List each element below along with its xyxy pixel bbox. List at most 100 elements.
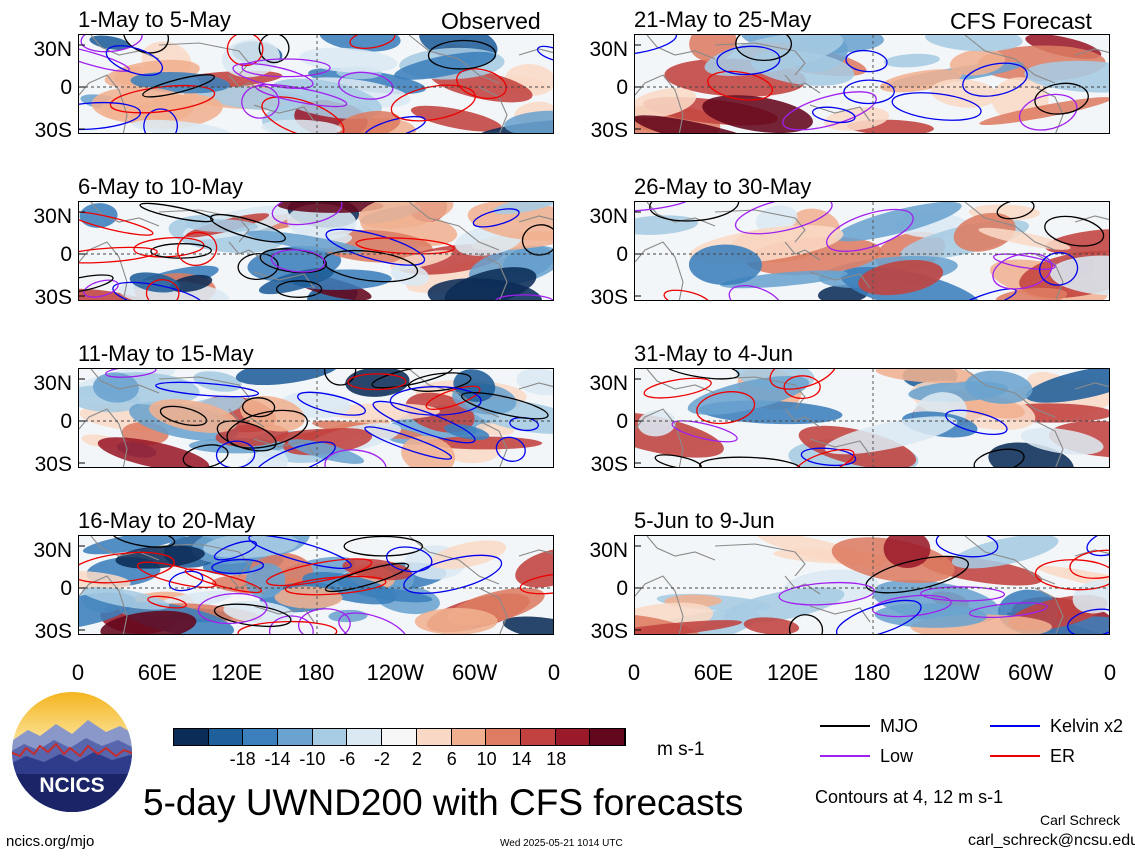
wave-contour	[843, 79, 895, 105]
coastline	[478, 86, 508, 133]
y-tick-label: 0	[616, 410, 628, 433]
wave-contour	[662, 369, 740, 380]
wave-contour	[79, 45, 130, 72]
panel-title: 26-May to 30-May	[634, 174, 812, 199]
wave-contour	[954, 288, 1017, 300]
wave-contour	[270, 249, 326, 273]
colorbar-units: m s-1	[657, 739, 705, 760]
map-panel-plot	[79, 35, 553, 133]
wave-contour	[826, 208, 914, 252]
wave-contour	[996, 202, 1035, 220]
wave-contour	[79, 211, 154, 236]
anomaly-shading	[688, 244, 762, 286]
anomaly-shading	[875, 369, 976, 384]
wave-contour	[254, 441, 336, 467]
wave-contour	[241, 85, 280, 119]
wave-contour	[133, 237, 205, 258]
wave-contour	[811, 106, 856, 124]
anomaly-shading	[858, 260, 944, 296]
y-tick-label: 30S	[590, 286, 628, 309]
coastline	[158, 209, 250, 243]
coastline	[646, 369, 716, 394]
coastline	[646, 536, 716, 561]
wave-contour	[536, 45, 553, 62]
colorbar-tick-label: -6	[339, 749, 356, 769]
x-tick-label: 0	[547, 660, 561, 685]
wave-contour	[671, 420, 738, 443]
panel-title: 1-May to 5-May	[78, 7, 231, 32]
map-panel-plot	[635, 369, 1109, 467]
wave-contour	[635, 202, 691, 212]
wave-contour	[425, 385, 481, 410]
wave-contour	[271, 202, 343, 226]
coastline	[90, 35, 160, 60]
anomaly-shading	[410, 105, 502, 132]
legend-line	[820, 755, 870, 757]
wave-contour	[123, 35, 169, 54]
footer-timestamp: Wed 2025-05-21 1014 UTC	[500, 838, 623, 849]
y-tick-label: 30S	[34, 453, 72, 476]
colorbar-swatch	[278, 729, 313, 745]
wave-contour	[215, 440, 256, 467]
panel-title: 21-May to 25-May	[634, 7, 812, 32]
y-tick-label: 30S	[590, 453, 628, 476]
colorbar-tick-label: -14	[264, 749, 291, 769]
wave-contour	[403, 554, 503, 594]
colorbar-tick-label: 10	[476, 749, 497, 769]
coastline	[809, 438, 871, 456]
anomaly-shading	[245, 449, 288, 467]
coastline	[809, 271, 871, 289]
colorbar-swatch	[174, 729, 209, 745]
colorbar-tick-label: 14	[511, 749, 532, 769]
cfs-forecast-label: CFS Forecast	[950, 8, 1092, 34]
coastline	[1074, 215, 1109, 223]
wave-contour	[79, 101, 142, 131]
coastline	[408, 202, 500, 251]
wave-contour	[297, 608, 351, 634]
legend-line	[820, 725, 870, 727]
wave-contour	[734, 202, 833, 235]
y-tick-label: 30S	[590, 119, 628, 142]
anomaly-shading	[401, 435, 456, 467]
coastline	[518, 549, 553, 557]
y-tick-label: 0	[60, 76, 72, 99]
coastline	[158, 543, 250, 577]
anomaly-shading	[115, 545, 205, 569]
wave-contour	[1034, 559, 1109, 591]
wave-contour	[643, 377, 712, 399]
coastline	[1034, 420, 1064, 467]
wave-contour	[1086, 536, 1109, 557]
anomaly-shading	[235, 369, 340, 386]
legend-label: Kelvin x2	[1050, 716, 1124, 736]
wave-contour	[728, 285, 783, 300]
coastline	[964, 35, 1056, 84]
anomaly-shading	[132, 119, 231, 133]
colorbar-swatch	[451, 729, 487, 745]
wave-contour	[232, 62, 314, 90]
wave-contour	[698, 456, 802, 467]
wave-contour	[241, 397, 276, 418]
wave-contour	[769, 369, 838, 390]
wave-contour	[105, 45, 164, 76]
x-tick-label: 60W	[452, 660, 498, 685]
wave-contour	[1069, 549, 1109, 579]
coastline	[518, 48, 553, 56]
wave-contour	[325, 228, 426, 266]
coastline	[79, 408, 128, 467]
colorbar-swatch	[590, 729, 625, 745]
coastline	[478, 253, 508, 300]
footer-author: Carl Schreck	[1040, 812, 1121, 828]
anomaly-shading	[394, 51, 497, 80]
wave-contour	[1018, 93, 1078, 131]
y-tick-label: 30S	[34, 286, 72, 309]
coastline	[90, 202, 160, 227]
anomaly-shading	[720, 270, 848, 289]
colorbar-tick-label: -10	[299, 749, 326, 769]
coastline	[518, 382, 553, 390]
coastline	[228, 241, 265, 261]
colorbar-swatch	[347, 729, 383, 745]
wave-contour	[248, 536, 352, 570]
coastline	[809, 605, 871, 623]
y-tick-label: 0	[616, 76, 628, 99]
wave-contour	[716, 45, 781, 76]
